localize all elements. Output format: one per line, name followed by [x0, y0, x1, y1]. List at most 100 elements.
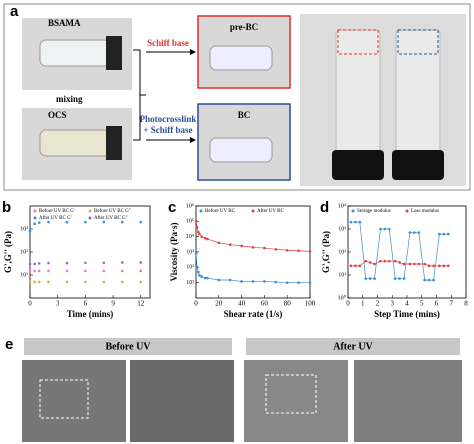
- data-point: [217, 278, 221, 282]
- data-point: [121, 220, 124, 224]
- data-point: [228, 278, 232, 282]
- data-point: [206, 237, 209, 241]
- legend-label: Before UV BC G': [39, 209, 75, 214]
- data-point: [200, 235, 203, 238]
- data-point: [274, 247, 278, 251]
- data-point: [139, 261, 143, 264]
- cap: [106, 126, 122, 160]
- data-point: [349, 220, 353, 224]
- x-tick-label: 0: [194, 300, 198, 308]
- x-tick-label: 0: [346, 300, 350, 308]
- data-point: [398, 277, 401, 280]
- panel-label: d: [320, 199, 329, 216]
- y-tick-label: 10²: [20, 249, 28, 255]
- x-axis-label: Time (mins): [67, 309, 114, 319]
- sem-image: [354, 360, 462, 442]
- data-point: [423, 262, 427, 266]
- legend-marker: [88, 216, 92, 220]
- plot-frame: [195, 205, 311, 299]
- data-point: [228, 243, 232, 246]
- cap: [106, 36, 122, 70]
- data-point: [28, 280, 32, 284]
- data-point: [195, 226, 199, 229]
- data-point: [442, 232, 446, 236]
- data-point: [240, 244, 243, 248]
- data-point: [203, 236, 207, 240]
- data-point: [413, 262, 416, 266]
- data-point: [33, 280, 36, 284]
- data-point: [251, 280, 255, 283]
- panel-a-frame: [3, 3, 471, 191]
- data-point: [427, 264, 431, 268]
- x-tick-label: 2: [376, 300, 380, 308]
- data-point: [308, 250, 312, 253]
- data-point: [28, 269, 32, 273]
- data-point: [102, 220, 106, 224]
- data-point: [373, 277, 376, 280]
- data-point: [427, 278, 431, 282]
- data-point: [195, 266, 199, 269]
- data-point: [47, 220, 50, 224]
- highlight: [337, 29, 379, 55]
- data-point: [251, 246, 255, 249]
- x-tick-label: 12: [137, 300, 145, 308]
- header-bar: [24, 338, 232, 355]
- x-tick-label: 80: [284, 300, 292, 308]
- vial: [395, 29, 441, 161]
- data-point: [198, 274, 201, 277]
- data-point: [263, 280, 266, 283]
- x-tick-label: 0: [28, 300, 32, 308]
- label: + Schiff base: [143, 125, 192, 135]
- data-point: [379, 259, 382, 263]
- data-point: [393, 259, 397, 263]
- y-tick-label: 10⁰: [338, 294, 347, 301]
- data-point: [438, 232, 441, 236]
- data-point: [438, 264, 441, 268]
- label: Schiff base: [147, 38, 189, 48]
- data-point: [417, 231, 421, 234]
- data-point: [364, 277, 368, 280]
- data-point: [33, 269, 36, 273]
- legend-marker: [251, 209, 255, 213]
- label: BSAMA: [48, 18, 81, 28]
- data-point: [65, 220, 69, 224]
- highlight: [397, 29, 439, 55]
- data-point: [373, 262, 376, 266]
- plot-frame: [347, 205, 467, 299]
- legend-label: After UV BC G'': [94, 216, 128, 221]
- x-tick-label: 6: [84, 300, 88, 308]
- data-point: [84, 261, 87, 265]
- data-point: [84, 269, 87, 273]
- y-tick-label: 10³: [338, 226, 346, 232]
- data-point: [240, 280, 243, 283]
- legend-marker: [88, 209, 92, 213]
- label: Photocrosslink: [140, 114, 197, 124]
- bracket: [133, 49, 146, 141]
- data-point: [121, 280, 124, 284]
- data-point: [194, 252, 198, 255]
- data-point: [408, 231, 412, 234]
- data-point: [121, 261, 124, 264]
- panel-label: c: [168, 199, 176, 216]
- data-point: [423, 278, 427, 282]
- x-tick-label: 1: [361, 300, 365, 308]
- data-point: [196, 270, 200, 274]
- x-tick-label: 6: [435, 300, 439, 308]
- data-point: [121, 269, 124, 273]
- data-point: [358, 220, 362, 224]
- data-point: [196, 230, 200, 234]
- legend-marker: [199, 209, 203, 213]
- y-axis-label: Viscosity (Pa·s): [169, 223, 179, 282]
- data-point: [37, 262, 41, 265]
- arrowhead: [190, 137, 196, 143]
- legend-marker: [33, 209, 37, 213]
- y-tick-label: 10⁴: [186, 234, 194, 240]
- data-point: [28, 262, 32, 266]
- data-point: [349, 264, 353, 268]
- cap: [332, 150, 384, 180]
- data-point: [194, 220, 198, 223]
- header: After UV: [333, 341, 373, 352]
- data-point: [28, 229, 32, 233]
- data-point: [447, 232, 450, 236]
- legend-label: Storage modulus: [357, 209, 391, 214]
